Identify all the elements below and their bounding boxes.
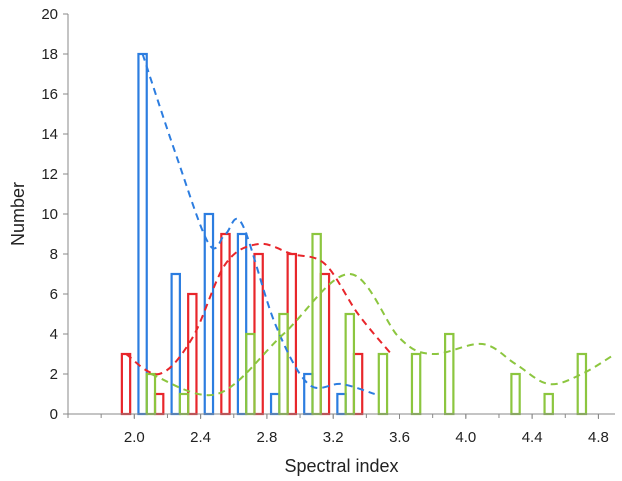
y-tick-label: 14 (41, 126, 58, 143)
x-tick-label: 4.0 (455, 429, 476, 446)
x-tick-label: 2.0 (124, 429, 145, 446)
y-tick-label: 20 (41, 6, 58, 23)
bar (543, 392, 554, 416)
fit-curves-layer (125, 53, 616, 397)
bar (187, 292, 198, 416)
x-tick-label: 4.4 (522, 429, 543, 446)
y-tick-label: 2 (50, 366, 58, 383)
bar (344, 312, 356, 416)
y-tick-label: 0 (50, 406, 58, 423)
bar (336, 392, 347, 416)
bar (286, 252, 298, 416)
x-tick-label: 2.8 (256, 429, 277, 446)
bar (137, 52, 148, 416)
y-tick-label: 10 (41, 206, 58, 223)
bars-layer (120, 52, 588, 416)
y-tick-label: 4 (50, 326, 58, 343)
x-tick-label: 4.8 (588, 429, 609, 446)
x-tick-label: 3.2 (323, 429, 344, 446)
y-axis-title: Number (8, 182, 28, 246)
y-tick-label: 16 (41, 86, 58, 103)
bar (443, 332, 455, 416)
y-tick-label: 8 (50, 246, 58, 263)
bar (510, 372, 521, 416)
bar (170, 272, 181, 416)
bar (120, 352, 132, 416)
bar (253, 252, 264, 416)
bar (203, 212, 215, 416)
fit-curve (141, 53, 375, 395)
bar (236, 232, 248, 416)
ticks-layer: 0 2 4 6 8 10 12 14 16 18 20 2.0 2.4 2.8 3.2 3.6 4.0 4.4 4.… (41, 6, 609, 446)
y-tick-label: 18 (41, 46, 58, 63)
bar (576, 352, 588, 416)
bar (178, 392, 190, 416)
x-tick-label: 3.6 (389, 429, 410, 446)
fit-curve (125, 242, 392, 376)
bar (245, 332, 256, 416)
bar (377, 352, 389, 416)
x-axis-title: Spectral index (284, 456, 398, 476)
y-tick-label: 12 (41, 166, 58, 183)
bar (153, 392, 165, 416)
bar (319, 272, 331, 416)
bar (278, 312, 289, 416)
bar (269, 392, 281, 416)
bar (410, 352, 422, 416)
axes-layer (67, 14, 615, 415)
bar (352, 352, 364, 416)
y-tick-label: 6 (50, 286, 58, 303)
fit-curve (150, 272, 616, 397)
x-tick-label: 2.4 (190, 429, 211, 446)
bar (145, 372, 157, 416)
